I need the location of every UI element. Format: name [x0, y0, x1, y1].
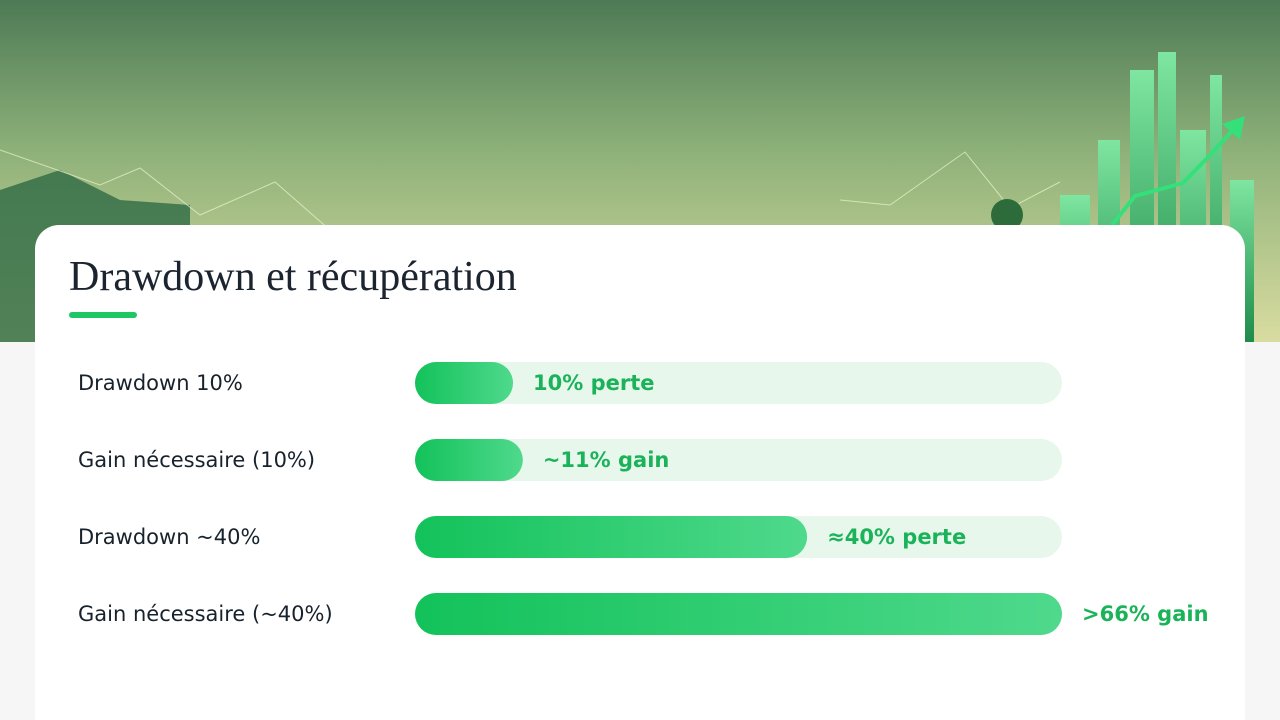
network-lines [0, 149, 1061, 231]
trend-arrow [1110, 120, 1242, 227]
category-label: Gain nécessaire (~40%) [78, 602, 333, 626]
chart-title: Drawdown et récupération [69, 254, 517, 300]
rows: Drawdown 10% 10% perte Gain nécessaire (10… [78, 362, 1209, 635]
bar [415, 439, 523, 481]
value-label: ~11% gain [543, 448, 670, 472]
bar [415, 516, 808, 558]
bar [415, 362, 514, 404]
value-label: >66% gain [1082, 602, 1209, 626]
bar-track [415, 439, 1062, 481]
title-underline [69, 312, 137, 318]
value-label: 10% perte [533, 371, 655, 395]
value-label: ≈40% perte [827, 525, 966, 549]
bar [415, 593, 1062, 635]
bar-track [415, 362, 1062, 404]
arrow-head [1222, 116, 1245, 140]
category-label: Drawdown ~40% [78, 525, 260, 549]
category-label: Drawdown 10% [78, 371, 243, 395]
category-label: Gain nécessaire (10%) [78, 448, 315, 472]
